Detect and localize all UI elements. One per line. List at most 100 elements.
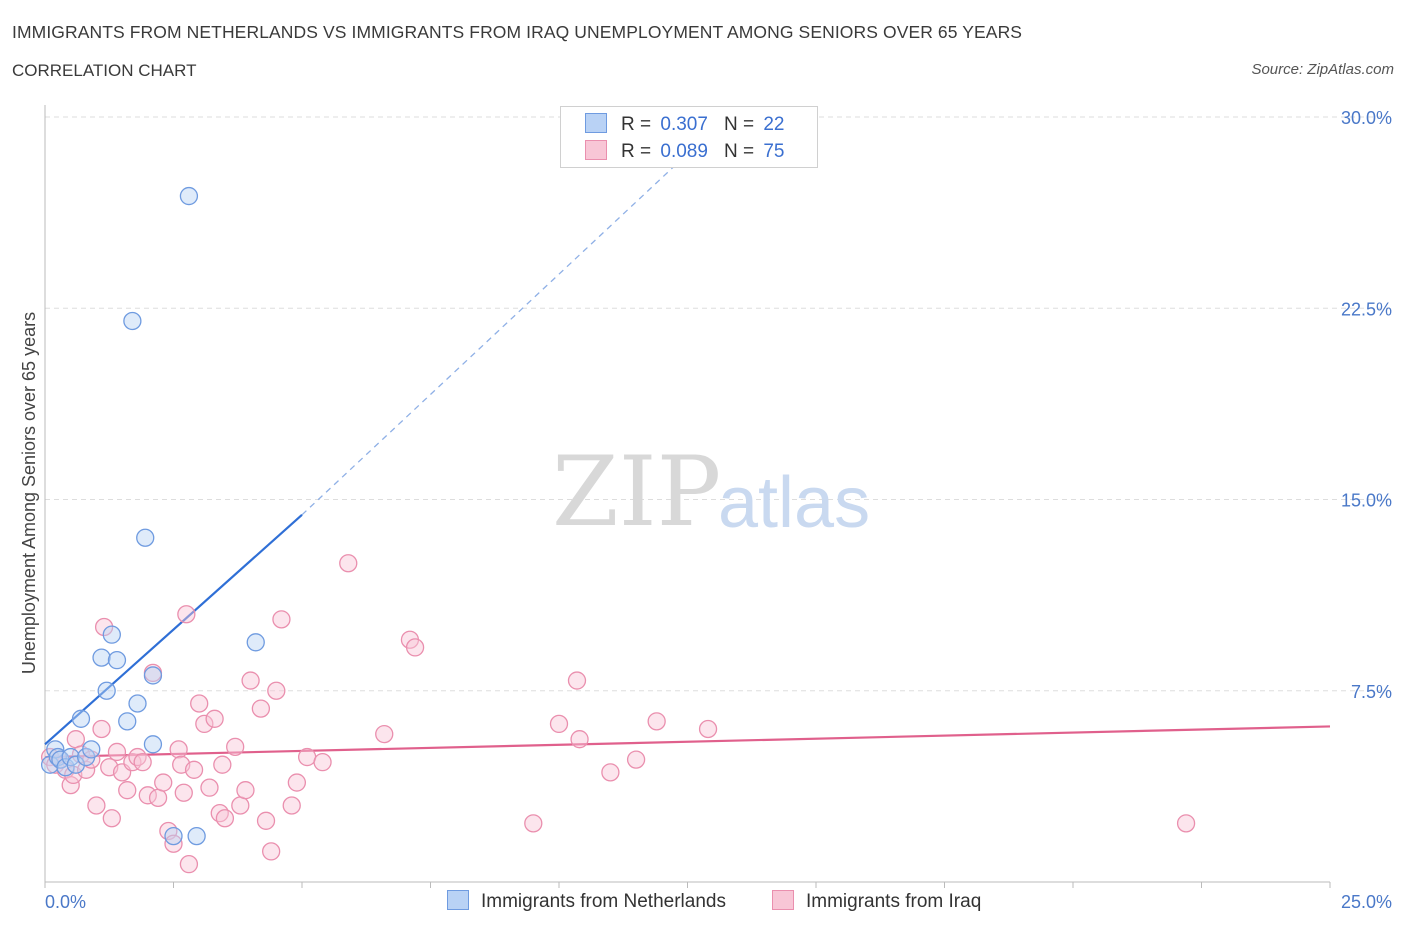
point-iraq bbox=[94, 617, 114, 637]
point-iraq bbox=[297, 747, 317, 767]
point-netherlands bbox=[97, 681, 116, 700]
point-netherlands bbox=[179, 186, 199, 206]
stats-legend: R = 0.307 N = 22 R = 0.089 N = 75 bbox=[560, 106, 818, 168]
point-iraq bbox=[567, 671, 587, 690]
point-netherlands bbox=[82, 740, 101, 759]
point-iraq bbox=[66, 730, 85, 749]
point-netherlands bbox=[123, 311, 142, 331]
y-tick-label: 22.5% bbox=[1341, 299, 1392, 319]
point-iraq bbox=[128, 747, 147, 767]
y-tick-label: 15.0% bbox=[1341, 491, 1392, 511]
ticks: 7.5% 15.0% 22.5% 30.0% 0.0% 25.0% bbox=[45, 108, 1392, 912]
point-netherlands bbox=[187, 826, 206, 846]
point-iraq bbox=[339, 554, 358, 573]
point-iraq bbox=[262, 842, 281, 861]
point-iraq bbox=[210, 804, 229, 823]
data-points bbox=[40, 186, 1196, 874]
point-iraq bbox=[524, 814, 543, 833]
legend-n-label: N = bbox=[723, 141, 755, 162]
watermark: ZIP atlas bbox=[552, 436, 870, 548]
point-iraq bbox=[205, 709, 224, 728]
point-iraq bbox=[148, 788, 168, 807]
point-netherlands bbox=[102, 625, 121, 644]
point-iraq bbox=[375, 724, 394, 744]
point-netherlands bbox=[66, 755, 85, 774]
legend-row-iraq: R = 0.089 N = 75 bbox=[585, 140, 784, 164]
point-netherlands bbox=[71, 709, 91, 728]
point-iraq bbox=[123, 753, 142, 772]
bottom-legend-netherlands: Immigrants from Netherlands bbox=[447, 890, 726, 913]
point-iraq bbox=[133, 753, 152, 772]
point-iraq bbox=[102, 809, 121, 828]
bottom-legend-label-netherlands: Immigrants from Netherlands bbox=[481, 891, 726, 912]
legend-n-value-netherlands: 22 bbox=[763, 114, 785, 135]
point-iraq bbox=[179, 855, 199, 874]
y-tick-label: 30.0% bbox=[1341, 108, 1392, 128]
point-iraq bbox=[164, 834, 183, 853]
point-iraq bbox=[76, 760, 96, 779]
bottom-legend-swatch-iraq bbox=[772, 890, 794, 910]
bottom-legend-swatch-netherlands bbox=[447, 890, 469, 910]
point-iraq bbox=[267, 681, 286, 700]
point-iraq bbox=[195, 714, 214, 734]
point-iraq bbox=[190, 694, 209, 713]
point-iraq bbox=[287, 773, 307, 792]
point-iraq bbox=[226, 737, 245, 756]
chart-subtitle: CORRELATION CHART bbox=[12, 61, 197, 80]
bottom-legend-label-iraq: Immigrants from Iraq bbox=[806, 891, 982, 912]
point-iraq bbox=[698, 719, 718, 739]
point-iraq bbox=[256, 811, 276, 830]
point-iraq bbox=[92, 719, 111, 739]
point-iraq bbox=[154, 773, 173, 792]
point-iraq bbox=[570, 730, 589, 749]
point-iraq bbox=[626, 750, 646, 769]
point-iraq bbox=[107, 742, 127, 762]
legend-r-value-netherlands: 0.307 bbox=[660, 114, 708, 135]
legend-swatch-netherlands bbox=[585, 113, 607, 133]
point-netherlands bbox=[92, 648, 111, 667]
point-netherlands bbox=[164, 826, 183, 846]
axes bbox=[44, 105, 1331, 888]
point-iraq bbox=[405, 638, 425, 657]
point-iraq bbox=[215, 809, 235, 828]
point-netherlands bbox=[118, 712, 137, 731]
point-iraq bbox=[236, 781, 255, 800]
trend-lines bbox=[44, 129, 1331, 759]
point-iraq bbox=[1176, 814, 1196, 833]
grid-lines bbox=[45, 116, 1390, 692]
point-iraq bbox=[272, 610, 291, 629]
legend-r-label: R = bbox=[621, 141, 652, 162]
legend-r-value-iraq: 0.089 bbox=[660, 141, 708, 162]
point-iraq bbox=[313, 753, 332, 772]
legend-n-value-iraq: 75 bbox=[763, 141, 785, 162]
point-iraq bbox=[177, 605, 196, 624]
trend-line-extension-netherlands bbox=[301, 129, 714, 516]
legend-row-netherlands: R = 0.307 N = 22 bbox=[585, 113, 784, 137]
point-netherlands bbox=[246, 633, 265, 652]
point-netherlands bbox=[107, 651, 127, 670]
point-iraq bbox=[601, 763, 620, 782]
chart-title: IMMIGRANTS FROM NETHERLANDS VS IMMIGRANT… bbox=[12, 22, 1023, 42]
watermark-atlas: atlas bbox=[718, 463, 870, 543]
point-iraq bbox=[118, 781, 137, 800]
point-iraq bbox=[200, 778, 219, 797]
point-iraq bbox=[87, 796, 106, 815]
x-tick-label: 0.0% bbox=[45, 892, 86, 912]
point-iraq bbox=[282, 796, 301, 815]
point-iraq bbox=[231, 796, 250, 815]
source-label: Source: ZipAtlas.com bbox=[1251, 61, 1394, 78]
point-iraq bbox=[647, 712, 666, 731]
legend-swatch-iraq bbox=[585, 140, 607, 160]
point-netherlands bbox=[136, 528, 155, 547]
trend-line-netherlands bbox=[44, 513, 303, 746]
point-iraq bbox=[241, 671, 260, 690]
point-netherlands bbox=[128, 694, 147, 713]
point-netherlands bbox=[143, 666, 163, 685]
point-iraq bbox=[251, 699, 271, 718]
point-iraq bbox=[184, 760, 204, 779]
point-netherlands bbox=[143, 735, 163, 754]
legend-n-label: N = bbox=[723, 114, 755, 135]
x-tick-label: 25.0% bbox=[1341, 892, 1392, 912]
point-iraq bbox=[213, 755, 232, 774]
